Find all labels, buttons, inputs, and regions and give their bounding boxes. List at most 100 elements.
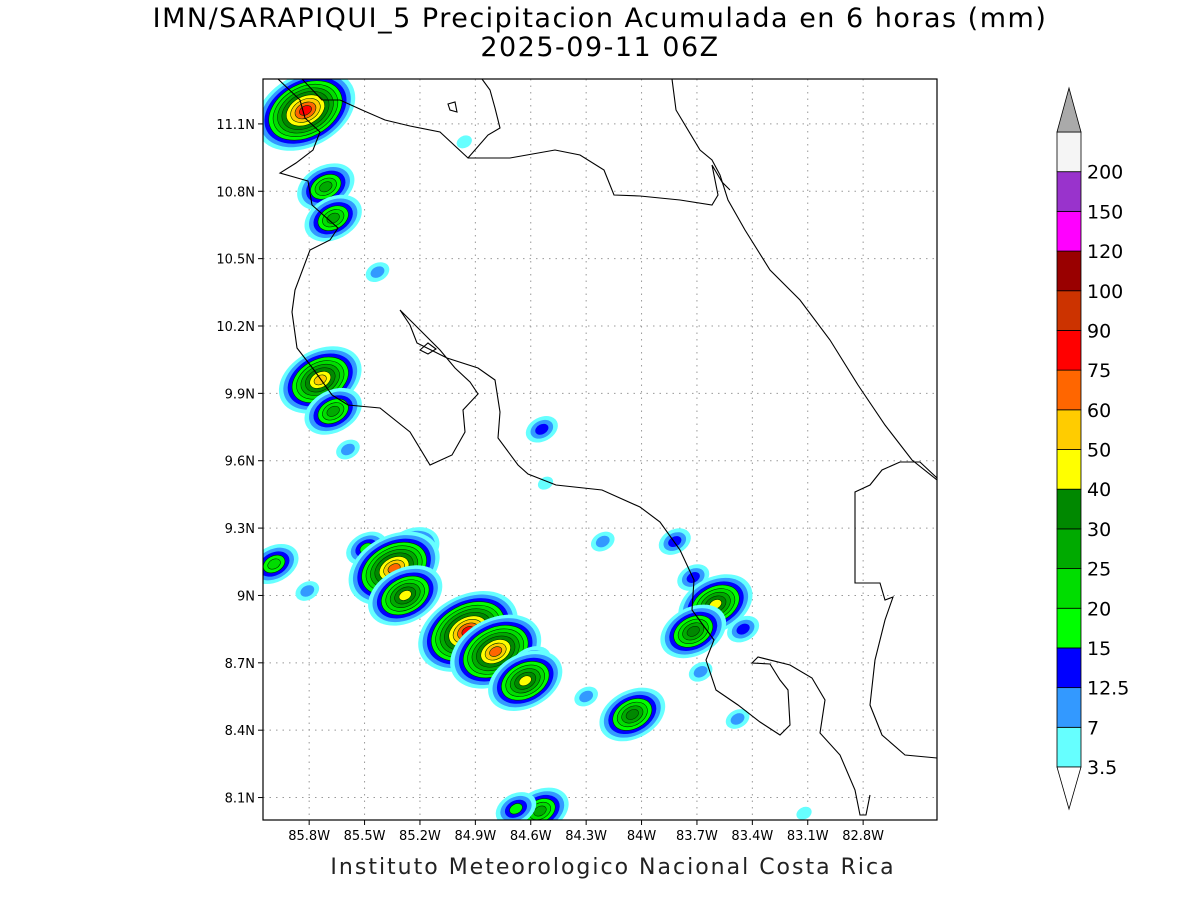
colorbar-label: 3.5 [1087,757,1117,779]
rain-contour-7 [693,666,708,678]
lat-tick-label: 8.1N [225,792,255,807]
lon-tick-label: 83.7W [676,829,718,844]
lat-tick-label: 10.2N [216,320,255,335]
lon-tick-label: 85.5W [344,829,386,844]
rain-contour-7 [370,266,385,278]
gulf-island [419,342,437,355]
colorbar-swatch [1056,409,1082,450]
colorbar-over-arrow [1056,86,1082,133]
rain-cell [495,792,537,820]
rain-cell [574,686,598,707]
northern-border [468,149,731,206]
lake-shore [447,101,458,113]
rain-contour-3.5 [456,135,472,149]
colorbar-swatch [1056,607,1082,649]
colorbar-label: 90 [1087,320,1111,342]
lon-tick-label: 85.8W [288,829,330,844]
colorbar-under-arrow [1056,766,1082,811]
lon-tick-label: 82.8W [842,829,884,844]
lat-tick-label: 9.6N [225,455,255,470]
pacific-coastline [277,79,871,816]
axis-ticks: 85.8W 85.5W 85.2W 84.9W 84.6W 84.3W 84W 83.7W 83… [216,118,884,844]
lat-tick-label: 10.8N [216,185,255,200]
map-frame-border [262,78,938,821]
colorbar-swatch [1056,171,1082,212]
rain-cell [365,262,390,282]
rain-cell [295,581,320,601]
rain-contour-25 [326,405,340,417]
lat-tick-label: 8.7N [225,657,255,672]
rain-contour-12.5 [736,623,750,635]
credit-text: Instituto Meteorologico Nacional Costa R… [330,855,896,880]
colorbar-label: 75 [1087,360,1111,382]
colorbar-swatch [1056,250,1082,292]
colorbar-label: 150 [1087,201,1123,223]
lon-tick-label: 83.4W [731,829,773,844]
map-subtitle-datetime: 2025-09-11 06Z [480,32,720,63]
rain-contour-40 [398,590,412,601]
rain-cell [488,650,563,711]
rain-contour-25 [533,805,547,817]
lat-tick-label: 9.9N [225,387,255,402]
colorbar-swatch [1056,210,1082,252]
rain-cell [660,604,727,659]
colorbar-swatch [1056,290,1082,331]
colorbar-swatch [1056,726,1082,768]
coastlines-borders [277,79,937,816]
rain-contour-20 [267,558,281,570]
panama-border [854,461,937,759]
caribbean-coastline [671,79,937,481]
rain-contour-40 [518,675,532,687]
precipitation-field [263,79,812,820]
colorbar-swatch [1056,687,1082,728]
colorbar-legend: 3.5 7 12.5 15 20 25 30 40 50 60 75 90 100 120 150 200 [1056,86,1129,811]
rain-contour-7 [300,585,315,597]
map-frame-background [263,79,937,820]
rain-contour-15 [509,803,523,815]
rain-contour-30 [686,626,700,637]
colorbar-label: 200 [1087,162,1123,184]
rain-cell [263,79,356,151]
colorbar-label: 100 [1087,281,1123,303]
rain-cell [304,387,362,435]
rain-cell [727,615,760,643]
colorbar-swatch [1056,131,1082,173]
rain-cell [336,439,360,460]
rain-cell [304,194,362,242]
colorbar-swatch [1056,369,1082,411]
colorbar-label: 60 [1087,400,1111,422]
nicaragua-border [301,79,501,159]
lat-tick-label: 11.1N [216,118,255,133]
colorbar-swatch [1056,330,1082,371]
rain-cell [368,565,443,626]
lon-tick-label: 84.3W [565,829,607,844]
rain-contour-12.5 [535,423,549,435]
colorbar-label: 12.5 [1087,678,1129,700]
colorbar-label: 40 [1087,479,1111,501]
colorbar-label: 120 [1087,241,1123,263]
lat-tick-label: 9.3N [225,522,255,537]
rain-contour-3.5 [796,806,812,820]
rain-cell [456,135,472,149]
rain-contour-25 [319,181,333,193]
colorbar-swatch [1056,647,1082,689]
colorbar-swatch [1056,488,1082,530]
rain-cell [590,531,615,552]
rain-contour-7 [341,443,355,456]
lat-tick-label: 8.4N [225,724,255,739]
rain-cell [525,416,558,443]
rain-cell [796,806,812,820]
rain-cell [450,614,542,689]
colorbar-label: 15 [1087,638,1111,660]
colorbar-label: 25 [1087,559,1111,581]
lon-tick-label: 84W [627,829,657,844]
colorbar-label: 20 [1087,598,1111,620]
rain-contour-60 [489,646,503,657]
rain-cell [725,709,750,729]
map-title: IMN/SARAPIQUI_5 Precipitacion Acumulada … [152,3,1048,34]
rain-contour-7 [730,713,745,725]
colorbar-swatch [1056,568,1082,609]
lon-tick-label: 84.6W [510,829,552,844]
colorbar-label: 30 [1087,519,1111,541]
